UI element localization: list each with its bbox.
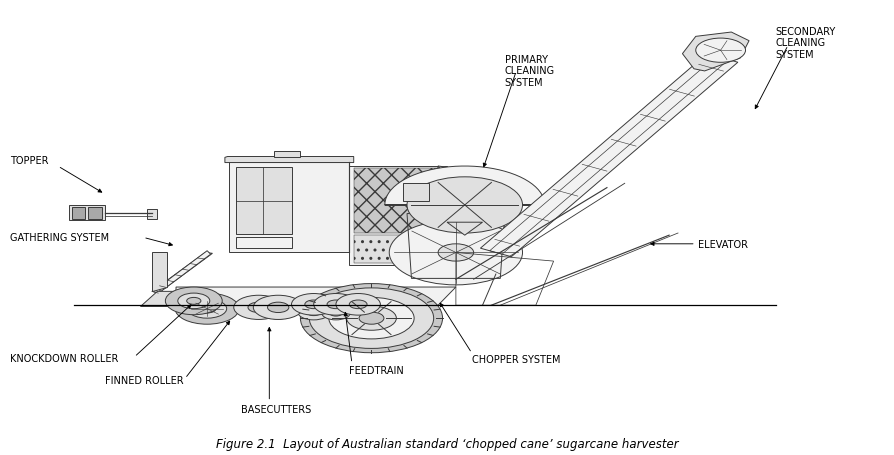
Circle shape (347, 306, 396, 330)
Polygon shape (447, 222, 483, 236)
Polygon shape (225, 157, 354, 163)
Polygon shape (480, 55, 738, 257)
Bar (89, 207, 102, 219)
Polygon shape (176, 288, 456, 305)
Circle shape (165, 288, 223, 315)
Text: CHOPPER SYSTEM: CHOPPER SYSTEM (472, 354, 561, 364)
Text: Figure 2.1  Layout of Australian standard ‘chopped cane’ sugarcane harvester: Figure 2.1 Layout of Australian standard… (215, 436, 679, 450)
Circle shape (359, 313, 384, 324)
Polygon shape (140, 292, 213, 307)
Text: FEEDTRAIN: FEEDTRAIN (350, 365, 404, 375)
Text: ELEVATOR: ELEVATOR (697, 239, 747, 249)
Circle shape (305, 300, 323, 309)
Polygon shape (152, 253, 167, 292)
Bar (235, 238, 291, 248)
Circle shape (267, 303, 289, 313)
Circle shape (350, 300, 367, 309)
Circle shape (314, 294, 358, 315)
Circle shape (389, 221, 522, 285)
Bar (402, 184, 429, 201)
Polygon shape (157, 251, 211, 292)
Bar (274, 152, 300, 158)
Polygon shape (438, 167, 505, 283)
Text: TOPPER: TOPPER (10, 155, 48, 165)
Circle shape (300, 284, 443, 353)
Polygon shape (235, 167, 291, 235)
Polygon shape (70, 206, 105, 221)
Circle shape (309, 288, 434, 349)
Polygon shape (354, 236, 438, 264)
Circle shape (260, 302, 296, 319)
Circle shape (298, 305, 330, 320)
Circle shape (327, 300, 345, 309)
Circle shape (248, 303, 269, 313)
Bar (72, 207, 85, 219)
Polygon shape (350, 167, 447, 266)
Polygon shape (152, 253, 213, 293)
Text: BASECUTTERS: BASECUTTERS (240, 404, 311, 414)
Circle shape (696, 39, 746, 63)
Circle shape (438, 244, 474, 262)
Text: GATHERING SYSTEM: GATHERING SYSTEM (10, 233, 109, 243)
Circle shape (233, 296, 283, 320)
Circle shape (253, 296, 303, 320)
Polygon shape (354, 169, 438, 233)
Circle shape (178, 293, 210, 309)
Polygon shape (682, 33, 749, 72)
Circle shape (291, 294, 336, 315)
Circle shape (407, 177, 522, 233)
Polygon shape (384, 167, 544, 206)
Circle shape (330, 310, 342, 316)
Circle shape (322, 306, 350, 320)
Circle shape (336, 294, 380, 315)
Circle shape (307, 309, 321, 316)
Bar (147, 210, 157, 219)
Circle shape (329, 298, 414, 339)
Circle shape (187, 298, 201, 305)
Circle shape (175, 293, 239, 324)
Text: FINNED ROLLER: FINNED ROLLER (105, 375, 183, 385)
Polygon shape (438, 167, 501, 266)
Polygon shape (230, 162, 350, 253)
Text: PRIMARY
CLEANING
SYSTEM: PRIMARY CLEANING SYSTEM (505, 55, 555, 88)
Text: SECONDARY
CLEANING
SYSTEM: SECONDARY CLEANING SYSTEM (776, 26, 836, 60)
Text: KNOCKDOWN ROLLER: KNOCKDOWN ROLLER (10, 354, 118, 364)
Circle shape (198, 305, 216, 313)
Circle shape (270, 307, 286, 314)
Circle shape (188, 299, 227, 318)
